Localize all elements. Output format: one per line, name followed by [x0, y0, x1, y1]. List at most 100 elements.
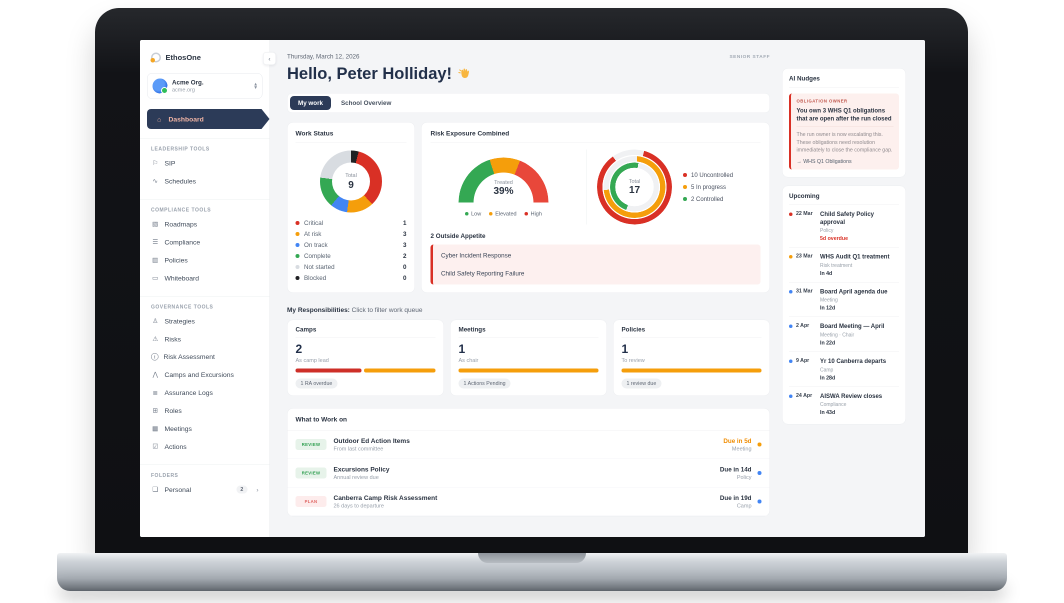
- sidebar-item-assurance-logs[interactable]: ≣ Assurance Logs: [140, 384, 270, 402]
- work-queue-row[interactable]: PLAN Canberra Camp Risk Assessment 26 da…: [287, 488, 770, 516]
- sidebar-item-risks[interactable]: ⚠ Risks: [140, 330, 270, 348]
- alert-circle-icon: !: [151, 353, 159, 361]
- status-badge: 1 RA overdue: [295, 378, 338, 389]
- event-due: In 22d: [820, 340, 836, 346]
- item-category: Camp: [736, 502, 752, 509]
- outside-appetite-item[interactable]: Child Safety Reporting Failure: [441, 270, 525, 277]
- legend-item: Complete 2: [295, 251, 407, 262]
- role-badge: SENIOR STAFF: [729, 53, 770, 60]
- nudge-link[interactable]: → WHS Q1 Obligations: [796, 158, 852, 165]
- checklist-icon: ☰: [152, 238, 159, 246]
- event-date: 22 Mar: [796, 210, 813, 217]
- upcoming-row[interactable]: 9 Apr Yr 10 Canberra departs Camp In 28d: [789, 352, 899, 387]
- sidebar-item-label: Roles: [164, 406, 182, 415]
- legend-item: Critical 1: [295, 218, 407, 229]
- status-dot: [789, 255, 793, 259]
- item-subtitle: 26 days to departure: [333, 503, 384, 509]
- section-label-leadership: LEADERSHIP TOOLS: [151, 146, 210, 153]
- work-status-donut-chart: Total 9: [320, 150, 382, 213]
- sidebar-item-policies[interactable]: ▥ Policies: [140, 251, 270, 269]
- item-title: Canberra Camp Risk Assessment: [333, 494, 438, 502]
- responsibility-card-policies[interactable]: Policies 1 To review 1 review due: [613, 319, 770, 396]
- status-dot: [757, 471, 762, 475]
- count-value: 2: [295, 342, 303, 357]
- sidebar-item-camps-excursions[interactable]: ⋀ Camps and Excursions: [140, 366, 270, 384]
- nudge-item[interactable]: OBLIGATION OWNER You own 3 WHS Q1 obliga…: [789, 93, 899, 170]
- legend-dot-high: [524, 212, 529, 216]
- card-title: Camps: [295, 326, 436, 338]
- upcoming-card: Upcoming 22 Mar Child Safety Policy appr…: [782, 185, 906, 425]
- event-due: In 4d: [820, 270, 833, 277]
- upcoming-row[interactable]: 22 Mar Child Safety Policy approval Poli…: [789, 205, 899, 248]
- ethosone-logo-icon: [150, 52, 161, 63]
- chevron-right-icon[interactable]: ›: [256, 485, 259, 494]
- calendar-icon: ▦: [152, 424, 159, 433]
- outside-appetite-item[interactable]: Cyber Incident Response: [441, 252, 512, 259]
- status-dot: [789, 212, 793, 217]
- event-category: Meeting · Chair: [820, 332, 855, 339]
- sidebar-item-compliance[interactable]: ☰ Compliance: [140, 233, 270, 251]
- event-due: In 28d: [820, 374, 836, 381]
- sidebar-item-label: Meetings: [164, 424, 192, 433]
- sidebar-item-whiteboard[interactable]: ▭ Whiteboard: [140, 269, 270, 287]
- work-queue-row[interactable]: REVIEW Excursions Policy Annual review d…: [287, 459, 770, 488]
- due-label: Due in 5d: [723, 437, 752, 445]
- upcoming-row[interactable]: 24 Apr AISWA Review closes Compliance In…: [789, 387, 899, 417]
- laptop-notch: [478, 553, 586, 563]
- work-queue-row[interactable]: REVIEW Outdoor Ed Action Items From last…: [287, 431, 770, 459]
- chart-line-icon: ∿: [152, 177, 158, 185]
- sidebar-item-roles[interactable]: ⊞ Roles: [140, 402, 270, 420]
- sidebar-item-sip[interactable]: ⚐ SIP: [140, 154, 270, 172]
- sidebar-item-roadmaps[interactable]: ▧ Roadmaps: [140, 215, 270, 233]
- event-due: In 12d: [820, 305, 836, 312]
- sidebar-item-meetings[interactable]: ▦ Meetings: [140, 420, 270, 438]
- table-icon: ⊞: [152, 406, 158, 415]
- item-subtitle: From last committee: [333, 446, 384, 452]
- sidebar-item-actions[interactable]: ☑ Actions: [140, 438, 270, 456]
- donut-total-value: 9: [348, 179, 354, 191]
- sidebar-item-label: Risk Assessment: [163, 353, 215, 361]
- card-title: Upcoming: [789, 193, 899, 206]
- event-date: 9 Apr: [796, 357, 810, 364]
- responsibility-card-camps[interactable]: Camps 2 As camp lead 1 RA overdue: [287, 319, 444, 396]
- sidebar-item-risk-assessment[interactable]: ! Risk Assessment: [140, 348, 270, 366]
- section-label-folders: FOLDERS: [151, 473, 179, 479]
- sidebar-item-label: Assurance Logs: [164, 388, 213, 397]
- chess-piece-icon: ♙: [152, 317, 159, 325]
- donut-total-label: Total: [345, 172, 357, 179]
- responsibility-card-meetings[interactable]: Meetings 1 As chair 1 Actions Pending: [450, 319, 607, 396]
- count-subtitle: To review: [621, 357, 645, 364]
- caret-up-down-icon[interactable]: ▴ ▾: [254, 81, 257, 91]
- ring-controlled: [610, 162, 659, 212]
- sidebar-item-label: Policies: [164, 256, 188, 264]
- status-badge: 1 review due: [621, 378, 662, 389]
- upcoming-row[interactable]: 31 Mar Board April agenda due Meeting In…: [789, 282, 899, 318]
- main-content: Thursday, March 12, 2026 SENIOR STAFF He…: [270, 40, 778, 537]
- wave-hand-icon: [458, 68, 470, 78]
- upcoming-row[interactable]: 2 Apr Board Meeting — April Meeting · Ch…: [789, 317, 899, 352]
- item-subtitle: Annual review due: [333, 474, 379, 481]
- status-dot: [789, 359, 793, 363]
- sidebar-item-personal[interactable]: ❏ Personal 2 ›: [140, 481, 270, 499]
- sidebar-item-label: Roadmaps: [164, 220, 198, 228]
- work-status-legend: Critical 1 At risk 3 On track 3 Complete 2 N…: [295, 218, 407, 284]
- sidebar-item-label: Risks: [164, 335, 182, 343]
- event-title: Board Meeting — April: [820, 322, 885, 330]
- sidebar-item-dashboard[interactable]: ⌂ Dashboard: [147, 109, 270, 129]
- legend-dot-low: [465, 212, 469, 216]
- legend-dot-uncontrolled: [683, 173, 687, 177]
- sidebar-item-strategies[interactable]: ♙ Strategies: [140, 312, 270, 330]
- section-label-compliance: COMPLIANCE TOOLS: [151, 207, 212, 214]
- count-value: 1: [458, 342, 466, 357]
- sidebar-item-schedules[interactable]: ∿ Schedules: [140, 172, 270, 190]
- tab-school-overview[interactable]: School Overview: [341, 99, 392, 107]
- upcoming-row[interactable]: 23 Mar WHS Audit Q1 treatment Risk treat…: [789, 248, 899, 283]
- risk-rings-chart: Total 17: [597, 149, 672, 225]
- treated-gauge-chart: Treated 39% Low Elevated High: [431, 157, 577, 217]
- org-selector[interactable]: Acme Org. acme.org ▴ ▾: [147, 73, 263, 99]
- warning-triangle-icon: ⚠: [152, 335, 159, 343]
- tab-my-work[interactable]: My work: [290, 96, 332, 110]
- sidebar-collapse-button[interactable]: ‹: [263, 52, 276, 65]
- brand-name: EthosOne: [165, 53, 201, 62]
- legend-item: On track 3: [295, 240, 407, 251]
